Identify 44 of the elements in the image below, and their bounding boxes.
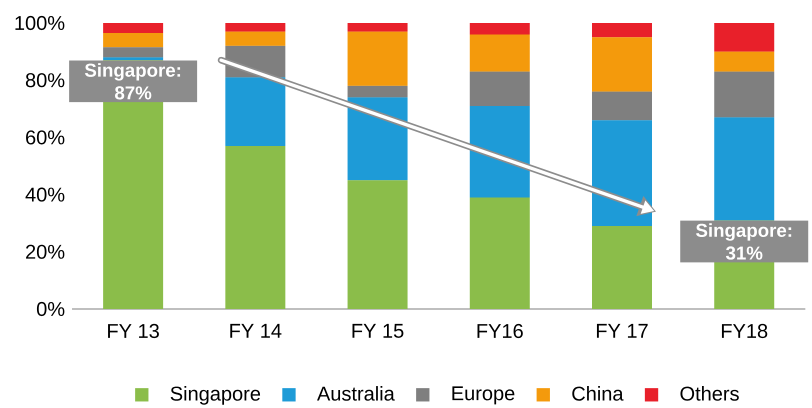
bar bbox=[225, 77, 286, 146]
bar bbox=[592, 120, 652, 226]
y-tick-label: 40% bbox=[26, 188, 64, 202]
bar bbox=[103, 23, 164, 34]
legend-label: Singapore bbox=[170, 386, 260, 405]
bar bbox=[714, 23, 774, 52]
bar bbox=[714, 72, 774, 118]
bar bbox=[470, 23, 530, 34]
y-tick-label: 80% bbox=[26, 73, 64, 88]
bar bbox=[470, 197, 530, 309]
legend-label: Europe bbox=[452, 386, 514, 404]
bar bbox=[592, 23, 652, 38]
legend-label: Australia bbox=[317, 386, 395, 401]
bar bbox=[470, 34, 530, 72]
bar bbox=[103, 47, 164, 58]
x-tick-label: FY 13 bbox=[108, 324, 159, 338]
bar bbox=[348, 97, 408, 180]
bar bbox=[592, 226, 652, 309]
y-tick-label: 60% bbox=[26, 130, 64, 144]
bar bbox=[225, 32, 286, 46]
y-tick-label: 0% bbox=[36, 302, 64, 316]
bar bbox=[714, 52, 774, 72]
bar bbox=[470, 72, 530, 106]
bar bbox=[470, 106, 530, 198]
bar bbox=[592, 37, 652, 92]
bar bbox=[348, 180, 408, 309]
legend-label: Others bbox=[680, 386, 739, 401]
bar bbox=[348, 32, 408, 86]
bar bbox=[348, 86, 408, 98]
x-tick-label: FY18 bbox=[722, 324, 768, 338]
annotation: Singapore: 87% bbox=[84, 63, 180, 100]
bar bbox=[348, 23, 408, 32]
y-tick-label: 100% bbox=[15, 16, 64, 30]
legend-label: China bbox=[572, 386, 624, 401]
y-tick-label: 20% bbox=[26, 244, 64, 259]
x-tick-label: FY16 bbox=[478, 324, 523, 338]
bar bbox=[225, 146, 286, 309]
annotation: Singapore: 31% bbox=[696, 223, 792, 260]
x-tick-label: FY 15 bbox=[352, 324, 404, 338]
x-tick-label: FY 17 bbox=[596, 324, 648, 338]
bar bbox=[592, 92, 652, 120]
bar bbox=[103, 33, 164, 48]
x-tick-label: FY 14 bbox=[230, 324, 282, 338]
bar bbox=[225, 23, 286, 32]
